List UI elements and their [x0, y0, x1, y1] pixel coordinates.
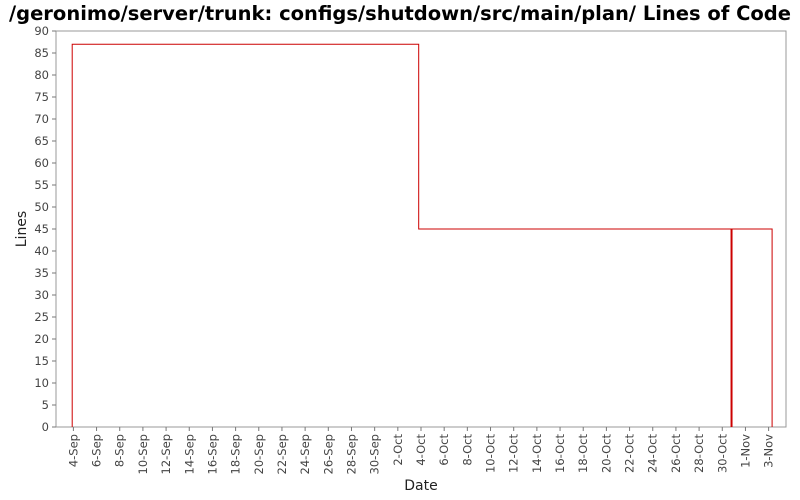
x-tick-label: 14-Oct [530, 434, 544, 473]
x-tick-label: 14-Sep [182, 434, 196, 474]
x-tick-label: 6-Oct [437, 434, 451, 466]
y-tick-label: 25 [34, 310, 49, 324]
x-tick-label: 8-Sep [113, 434, 127, 467]
x-tick-label: 22-Oct [623, 434, 637, 473]
x-tick-label: 30-Oct [715, 434, 729, 473]
x-tick-label: 6-Sep [90, 434, 104, 467]
x-tick-label: 2-Oct [391, 434, 405, 466]
y-tick-label: 75 [34, 90, 49, 104]
y-tick-label: 10 [34, 376, 49, 390]
x-tick-label: 18-Oct [576, 434, 590, 473]
y-tick-label: 65 [34, 134, 49, 148]
x-tick-label: 18-Sep [229, 434, 243, 474]
x-tick-label: 12-Oct [507, 434, 521, 473]
x-tick-label: 24-Oct [646, 434, 660, 473]
x-tick-label: 28-Sep [344, 434, 358, 474]
x-tick-label: 8-Oct [460, 434, 474, 466]
y-tick-label: 15 [34, 354, 49, 368]
x-tick-label: 3-Nov [762, 434, 776, 468]
x-tick-label: 10-Sep [136, 434, 150, 474]
x-tick-label: 1-Nov [738, 434, 752, 468]
x-tick-label: 22-Sep [275, 434, 289, 474]
y-tick-label: 40 [34, 244, 49, 258]
y-tick-label: 30 [34, 288, 49, 302]
x-tick-label: 4-Sep [66, 434, 80, 467]
y-tick-label: 20 [34, 332, 49, 346]
x-tick-label: 4-Oct [414, 434, 428, 466]
y-tick-label: 90 [34, 24, 49, 38]
y-tick-label: 70 [34, 112, 49, 126]
y-tick-label: 60 [34, 156, 49, 170]
y-tick-label: 50 [34, 200, 49, 214]
y-tick-label: 45 [34, 222, 49, 236]
y-tick-label: 5 [42, 398, 49, 412]
x-axis: 4-Sep 6-Sep 8-Sep 10-Sep 12-Sep 14-Sep 16-Sep 1… [66, 427, 776, 474]
y-axis: 0 5 10 15 20 25 30 35 40 45 50 55 60 65 70 75 80 85 90 [34, 24, 56, 434]
x-tick-label: 10-Oct [484, 434, 498, 473]
x-tick-label: 30-Sep [368, 434, 382, 474]
x-tick-label: 26-Oct [669, 434, 683, 473]
x-tick-label: 12-Sep [159, 434, 173, 474]
y-tick-label: 0 [42, 420, 49, 434]
x-tick-label: 16-Sep [205, 434, 219, 474]
y-tick-label: 55 [34, 178, 49, 192]
y-tick-label: 35 [34, 266, 49, 280]
x-tick-label: 16-Oct [553, 434, 567, 473]
x-tick-label: 26-Sep [321, 434, 335, 474]
x-tick-label: 20-Oct [599, 434, 613, 473]
chart-title: /geronimo/server/trunk: configs/shutdown… [9, 2, 791, 25]
y-tick-label: 85 [34, 46, 49, 60]
y-axis-title: Lines [14, 211, 30, 247]
x-tick-label: 28-Oct [692, 434, 706, 473]
x-axis-title: Date [404, 478, 437, 494]
series-group [71, 43, 773, 428]
x-tick-label: 20-Sep [252, 434, 266, 474]
y-tick-label: 80 [34, 68, 49, 82]
x-tick-label: 24-Sep [298, 434, 312, 474]
